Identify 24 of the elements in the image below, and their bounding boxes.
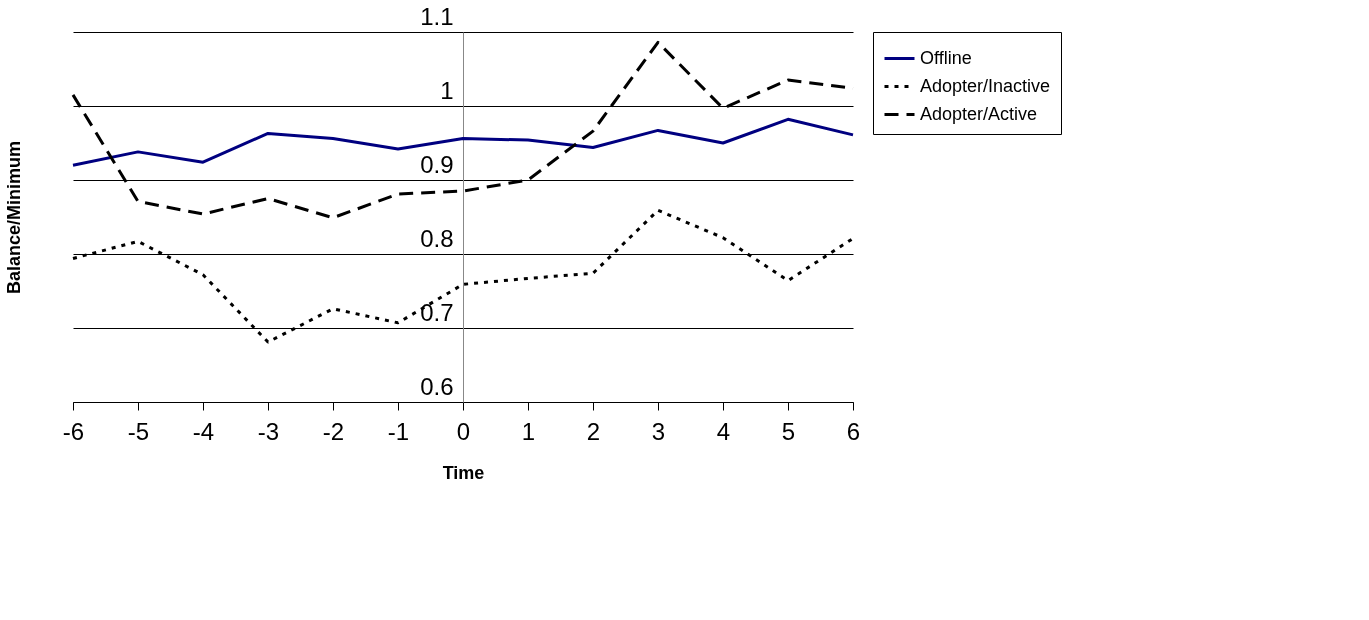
x-tick-label: 0 (456, 417, 471, 445)
x-tick-label: -4 (192, 417, 215, 445)
x-tick-label: -1 (387, 417, 410, 445)
x-axis-title: Time (442, 462, 485, 483)
x-tick-label: -5 (127, 417, 150, 445)
y-tick-label: 0.8 (420, 224, 454, 252)
y-tick-label: 1 (440, 76, 454, 104)
x-tick-label: 3 (651, 417, 666, 445)
y-tick-label: 0.6 (420, 372, 454, 400)
x-tick-label: 5 (781, 417, 796, 445)
x-tick-label: -2 (322, 417, 345, 445)
legend-label: Adopter/Active (920, 103, 1038, 124)
legend-label: Adopter/Inactive (920, 75, 1051, 96)
x-tick-label: -3 (257, 417, 280, 445)
y-tick-label: 1.1 (420, 2, 454, 30)
x-tick-label: 4 (716, 417, 731, 445)
y-axis-title: Balance/Minimum (3, 140, 24, 295)
x-tick-label: 1 (521, 417, 536, 445)
y-tick-label: 0.7 (420, 298, 454, 326)
y-tick-label: 0.9 (420, 150, 454, 178)
x-tick-label: 2 (586, 417, 601, 445)
legend-label: Offline (920, 47, 972, 68)
x-tick-label: 6 (846, 417, 861, 445)
x-tick-label: -6 (62, 417, 85, 445)
